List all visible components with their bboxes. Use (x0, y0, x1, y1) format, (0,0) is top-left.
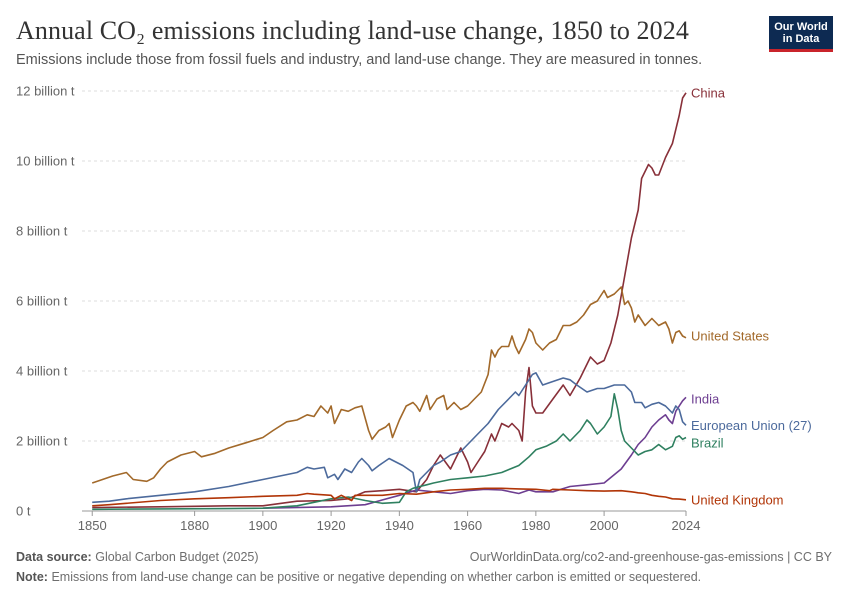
y-tick-label: 8 billion t (16, 224, 68, 239)
data-source-label: Data source: (16, 550, 92, 564)
series-label-united-states: United States (691, 329, 770, 344)
y-tick-label: 2 billion t (16, 434, 68, 449)
y-tick-label: 4 billion t (16, 364, 68, 379)
series-line-china (92, 92, 687, 509)
series-label-china: China (691, 85, 726, 100)
x-tick-label: 1850 (78, 518, 107, 533)
data-source: Data source: Global Carbon Budget (2025) (16, 550, 259, 564)
series-labels: China United States India European Union (2… (691, 85, 812, 507)
x-tick-label: 1880 (180, 518, 209, 533)
x-tick-label: 2000 (590, 518, 619, 533)
note-label: Note: (16, 570, 48, 584)
x-tick-label: 1920 (317, 518, 346, 533)
note-text: Emissions from land-use change can be po… (51, 570, 702, 584)
series-layer (91, 92, 687, 511)
chart-title: Annual CO₂ emissions including land-use … (16, 16, 689, 45)
data-source-text[interactable]: Global Carbon Budget (2025) (95, 550, 259, 564)
y-tick-label: 6 billion t (16, 294, 68, 309)
x-tick-label: 2024 (672, 518, 701, 533)
footnote: Note: Emissions from land-use change can… (16, 570, 701, 584)
series-line-brazil (92, 393, 687, 511)
x-tick-label: 1960 (453, 518, 482, 533)
series-label-india: India (691, 392, 720, 407)
series-line-united-states (91, 286, 687, 484)
series-label-united-kingdom: United Kingdom (691, 492, 784, 507)
series-line-united-kingdom (92, 487, 687, 507)
x-tick-label: 1980 (521, 518, 550, 533)
owid-logo[interactable]: Our World in Data (769, 16, 833, 52)
y-tick-label: 10 billion t (16, 154, 75, 169)
series-label-brazil: Brazil (691, 435, 724, 450)
logo-line-1: Our World (774, 21, 828, 33)
logo-line-2: in Data (782, 33, 820, 45)
x-tick-label: 1900 (248, 518, 277, 533)
grid-layer: 0 t 2 billion t 4 billion t 6 billion t 8 bi… (16, 84, 700, 534)
y-tick-label: 0 t (16, 504, 31, 519)
x-tick-label: 1940 (385, 518, 414, 533)
series-label-european-union-27: European Union (27) (691, 418, 812, 433)
y-tick-label: 12 billion t (16, 84, 75, 99)
source-url[interactable]: OurWorldinData.org/co2-and-greenhouse-ga… (469, 550, 832, 564)
series-line-european-union-27 (92, 372, 687, 504)
chart-subtitle: Emissions include those from fossil fuel… (16, 52, 703, 68)
